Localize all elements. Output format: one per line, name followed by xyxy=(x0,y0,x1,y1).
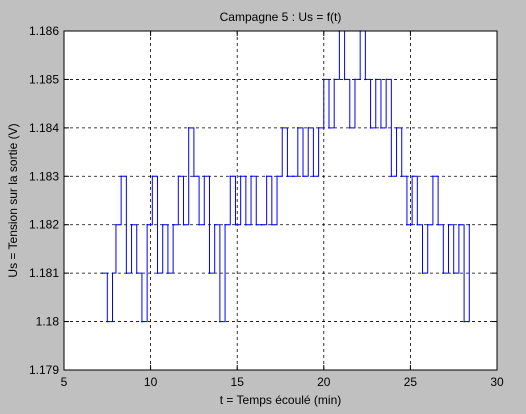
data-point xyxy=(125,272,128,274)
data-point xyxy=(255,223,258,226)
data-point xyxy=(245,223,247,226)
data-point xyxy=(323,78,325,81)
data-point xyxy=(193,175,195,178)
y-tick-label: 1.179 xyxy=(29,363,59,377)
data-point xyxy=(198,223,200,226)
data-point xyxy=(400,175,403,178)
data-point xyxy=(302,175,304,178)
data-point xyxy=(395,127,398,129)
data-point xyxy=(354,78,356,81)
data-point xyxy=(312,175,315,178)
data-point xyxy=(224,223,226,226)
data-point xyxy=(432,175,434,178)
data-point xyxy=(468,223,471,226)
data-point xyxy=(291,175,294,178)
data-point xyxy=(106,320,109,323)
data-point xyxy=(172,223,174,226)
x-tick-label: 20 xyxy=(317,375,331,389)
y-tick-label: 1.185 xyxy=(29,72,59,86)
data-point xyxy=(239,175,242,178)
data-point xyxy=(219,320,221,323)
data-point xyxy=(161,223,164,226)
data-point xyxy=(307,127,310,129)
data-point xyxy=(317,127,320,129)
x-tick-label: 15 xyxy=(231,375,245,389)
data-point xyxy=(411,175,413,178)
data-point xyxy=(385,78,387,81)
data-point xyxy=(271,223,273,226)
y-axis-label: Us = Tension sur la sortie (V) xyxy=(6,123,20,277)
series-line xyxy=(102,30,470,323)
data-point xyxy=(229,175,232,178)
y-tick-label: 1.183 xyxy=(29,169,59,183)
data-point xyxy=(260,223,263,226)
data-point xyxy=(328,127,330,129)
series-layer xyxy=(101,30,471,323)
data-point xyxy=(111,272,114,274)
data-point xyxy=(452,272,455,274)
y-tick-label: 1.181 xyxy=(29,266,59,280)
data-point xyxy=(276,175,278,178)
data-point xyxy=(369,127,372,129)
y-tick-label: 1.182 xyxy=(29,218,59,232)
y-tick-label: 1.186 xyxy=(29,24,59,38)
data-point xyxy=(348,127,351,129)
data-point xyxy=(458,223,460,226)
data-point xyxy=(146,223,148,226)
plot-area xyxy=(64,31,497,370)
data-point xyxy=(447,223,450,226)
y-tick-label: 1.184 xyxy=(29,121,59,135)
data-point xyxy=(380,127,382,129)
data-point xyxy=(234,223,237,226)
data-point xyxy=(213,223,216,226)
data-point xyxy=(463,320,465,323)
data-point xyxy=(416,223,419,226)
data-point xyxy=(426,223,429,226)
ticks: 5 10 15 20 25 30 1.179 1.18 1.181 1.182 1.183 1.184… xyxy=(29,24,504,389)
data-point xyxy=(374,78,377,81)
data-point xyxy=(333,78,335,81)
x-axis-label: t = Temps écoulé (min) xyxy=(220,393,342,407)
x-tick-label: 5 xyxy=(61,375,68,389)
data-point xyxy=(135,272,138,274)
data-point xyxy=(130,223,133,226)
axes-frame xyxy=(63,30,498,371)
data-point xyxy=(203,175,206,178)
data-point xyxy=(343,78,346,81)
data-point xyxy=(250,175,252,178)
data-point xyxy=(406,223,408,226)
data-point xyxy=(141,320,143,323)
data-point xyxy=(364,78,367,81)
data-point xyxy=(120,175,122,178)
data-point xyxy=(390,175,393,178)
data-point xyxy=(281,127,284,129)
y-tick-label: 1.18 xyxy=(36,315,60,329)
data-point xyxy=(286,175,289,178)
x-tick-label: 10 xyxy=(144,375,158,389)
data-point xyxy=(115,223,117,226)
data-point xyxy=(208,272,211,274)
data-point xyxy=(297,127,299,129)
data-point xyxy=(151,175,154,178)
data-point xyxy=(101,272,103,274)
x-tick-label: 25 xyxy=(404,375,418,389)
data-point xyxy=(265,175,268,178)
chart-title: Campagne 5 : Us = f(t) xyxy=(220,10,342,24)
data-point xyxy=(156,272,159,274)
data-point xyxy=(177,175,180,178)
x-tick-label: 30 xyxy=(490,375,504,389)
data-point xyxy=(187,127,190,129)
data-point xyxy=(421,272,424,274)
data-point xyxy=(437,223,439,226)
data-point xyxy=(442,272,445,274)
data-point xyxy=(167,272,169,274)
data-point xyxy=(182,223,185,226)
